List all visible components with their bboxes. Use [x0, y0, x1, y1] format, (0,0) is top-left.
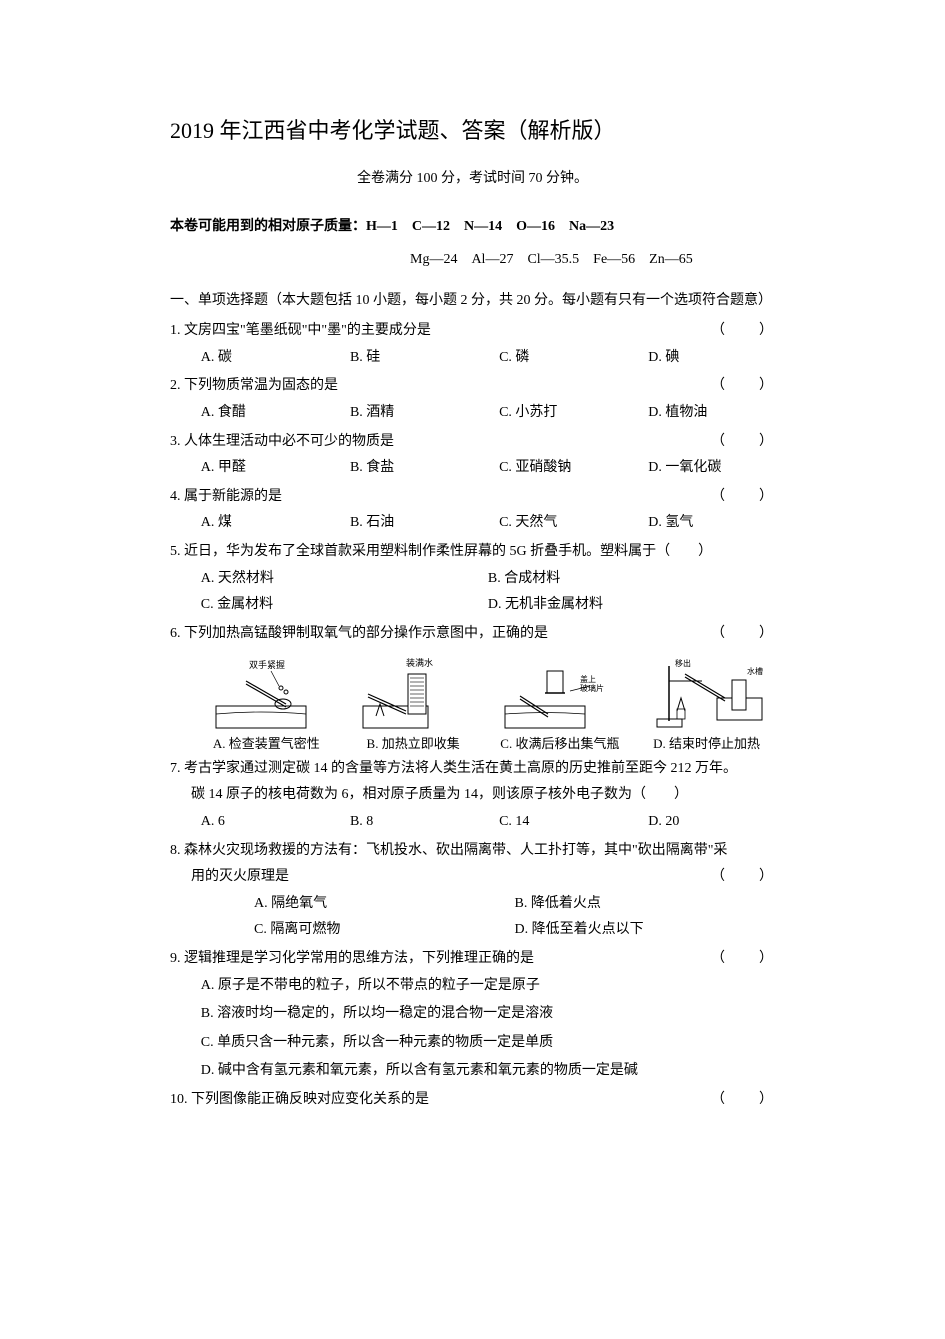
q1-option-d: D. 碘 — [648, 345, 775, 372]
q7-option-c: C. 14 — [499, 809, 648, 836]
question-3: 3. 人体生理活动中必不可少的物质是 （ ） A. 甲醛 B. 食盐 C. 亚硝… — [170, 429, 775, 482]
q6-diagram-c: 盖上 玻璃片 C. 收满后移出集气瓶 — [492, 653, 629, 754]
q2-stem: 2. 下列物质常温为固态的是 — [170, 378, 338, 393]
q4-option-a: A. 煤 — [201, 510, 350, 537]
page-title: 2019 年江西省中考化学试题、答案（解析版） — [170, 110, 775, 152]
q9-option-a: A. 原子是不带电的粒子，所以不带点的粒子一定是原子 — [201, 973, 775, 1000]
diagram-label: 双手紧握 — [249, 659, 285, 670]
q6-caption-c: C. 收满后移出集气瓶 — [492, 734, 629, 754]
section-1-header: 一、单项选择题（本大题包括 10 小题，每小题 2 分，共 20 分。每小题有只… — [170, 288, 775, 315]
q8-option-c: C. 隔离可燃物 — [254, 917, 515, 944]
answer-paren: （ ） — [711, 1087, 775, 1114]
apparatus-icon: 盖上 玻璃片 — [500, 656, 620, 731]
q9-option-b: B. 溶液时均一稳定的，所以均一稳定的混合物一定是溶液 — [201, 1001, 775, 1028]
q2-option-a: A. 食醋 — [201, 400, 350, 427]
q10-stem: 10. 下列图像能正确反映对应变化关系的是 — [170, 1092, 429, 1107]
q4-option-b: B. 石油 — [350, 510, 499, 537]
diagram-label: 水槽 — [747, 666, 763, 676]
question-1: 1. 文房四宝"笔墨纸砚"中"墨"的主要成分是 （ ） A. 碳 B. 硅 C.… — [170, 318, 775, 371]
question-4: 4. 属于新能源的是 （ ） A. 煤 B. 石油 C. 天然气 D. 氢气 — [170, 484, 775, 537]
q4-option-c: C. 天然气 — [499, 510, 648, 537]
question-10: 10. 下列图像能正确反映对应变化关系的是 （ ） — [170, 1087, 775, 1114]
answer-paren: （ ） — [711, 864, 775, 891]
q6-diagram-a: 双手紧握 A. 检查装置气密性 — [198, 653, 335, 754]
q1-option-a: A. 碳 — [201, 345, 350, 372]
apparatus-icon: 双手紧握 — [211, 656, 321, 731]
q4-option-d: D. 氢气 — [648, 510, 775, 537]
q3-option-b: B. 食盐 — [350, 455, 499, 482]
q5-stem: 5. 近日，华为发布了全球首款采用塑料制作柔性屏幕的 5G 折叠手机。塑料属于（… — [170, 544, 712, 559]
q7-sub: 碳 14 原子的核电荷数为 6，相对原子质量为 14，则该原子核外电子数为（ ） — [191, 787, 688, 802]
answer-paren: （ ） — [711, 373, 775, 400]
q8-option-b: B. 降低着火点 — [515, 891, 776, 918]
answer-paren: （ ） — [711, 429, 775, 456]
question-5: 5. 近日，华为发布了全球首款采用塑料制作柔性屏幕的 5G 折叠手机。塑料属于（… — [170, 539, 775, 619]
q8-option-d: D. 降低至着火点以下 — [515, 917, 776, 944]
q6-diagram-b: 装满水 B. 加热立即收集 — [345, 653, 482, 754]
answer-paren: （ ） — [711, 318, 775, 345]
q3-stem: 3. 人体生理活动中必不可少的物质是 — [170, 434, 394, 449]
q9-stem: 9. 逻辑推理是学习化学常用的思维方法，下列推理正确的是 — [170, 951, 534, 966]
q5-option-d: D. 无机非金属材料 — [488, 592, 775, 619]
diagram-label: 盖上 — [580, 674, 596, 684]
q1-option-c: C. 磷 — [499, 345, 648, 372]
apparatus-icon: 装满水 — [358, 656, 468, 731]
q3-option-c: C. 亚硝酸钠 — [499, 455, 648, 482]
q6-caption-d: D. 结束时停止加热 — [638, 734, 775, 754]
q3-option-a: A. 甲醛 — [201, 455, 350, 482]
question-2: 2. 下列物质常温为固态的是 （ ） A. 食醋 B. 酒精 C. 小苏打 D.… — [170, 373, 775, 426]
atomic-masses-line2: Mg—24 Al—27 Cl—35.5 Fe—56 Zn—65 — [170, 247, 775, 274]
q6-stem: 6. 下列加热高锰酸钾制取氧气的部分操作示意图中，正确的是 — [170, 626, 548, 641]
question-7: 7. 考古学家通过测定碳 14 的含量等方法将人类生活在黄土高原的历史推前至距今… — [170, 756, 775, 836]
q5-option-b: B. 合成材料 — [488, 566, 775, 593]
question-9: 9. 逻辑推理是学习化学常用的思维方法，下列推理正确的是 （ ） A. 原子是不… — [170, 946, 775, 1085]
q7-option-d: D. 20 — [648, 809, 775, 836]
atomic-masses-line1: 本卷可能用到的相对原子质量：H—1 C—12 N—14 O—16 Na—23 — [170, 214, 775, 241]
q7-option-a: A. 6 — [201, 809, 350, 836]
q9-option-c: C. 单质只含一种元素，所以含一种元素的物质一定是单质 — [201, 1030, 775, 1057]
q5-option-a: A. 天然材料 — [201, 566, 488, 593]
diagram-label: 装满水 — [406, 657, 433, 668]
q6-caption-b: B. 加热立即收集 — [345, 734, 482, 754]
q7-stem: 7. 考古学家通过测定碳 14 的含量等方法将人类生活在黄土高原的历史推前至距今… — [170, 761, 737, 776]
q2-option-b: B. 酒精 — [350, 400, 499, 427]
question-6: 6. 下列加热高锰酸钾制取氧气的部分操作示意图中，正确的是 （ ） 双手紧握 A… — [170, 621, 775, 754]
q9-option-d: D. 碱中含有氢元素和氧元素，所以含有氢元素和氧元素的物质一定是碱 — [201, 1058, 775, 1085]
q8-sub: 用的灭火原理是 — [191, 869, 289, 884]
question-8: 8. 森林火灾现场救援的方法有：飞机投水、砍出隔离带、人工扑打等，其中"砍出隔离… — [170, 838, 775, 944]
answer-paren: （ ） — [711, 484, 775, 511]
diagram-label: 移出 — [675, 658, 691, 668]
q3-option-d: D. 一氧化碳 — [648, 455, 775, 482]
q2-option-c: C. 小苏打 — [499, 400, 648, 427]
q7-option-b: B. 8 — [350, 809, 499, 836]
q1-stem: 1. 文房四宝"笔墨纸砚"中"墨"的主要成分是 — [170, 323, 431, 338]
apparatus-icon: 移出 水槽 — [647, 656, 767, 731]
answer-paren: （ ） — [711, 621, 775, 648]
answer-paren: （ ） — [711, 946, 775, 973]
q2-option-d: D. 植物油 — [648, 400, 775, 427]
diagram-label: 玻璃片 — [580, 683, 604, 693]
exam-info: 全卷满分 100 分，考试时间 70 分钟。 — [170, 166, 775, 193]
q5-option-c: C. 金属材料 — [201, 592, 488, 619]
q4-stem: 4. 属于新能源的是 — [170, 489, 282, 504]
q8-stem: 8. 森林火灾现场救援的方法有：飞机投水、砍出隔离带、人工扑打等，其中"砍出隔离… — [170, 843, 727, 858]
q1-option-b: B. 硅 — [350, 345, 499, 372]
q6-caption-a: A. 检查装置气密性 — [198, 734, 335, 754]
q6-diagram-d: 移出 水槽 D. 结束时停止加热 — [638, 653, 775, 754]
q8-option-a: A. 隔绝氧气 — [254, 891, 515, 918]
